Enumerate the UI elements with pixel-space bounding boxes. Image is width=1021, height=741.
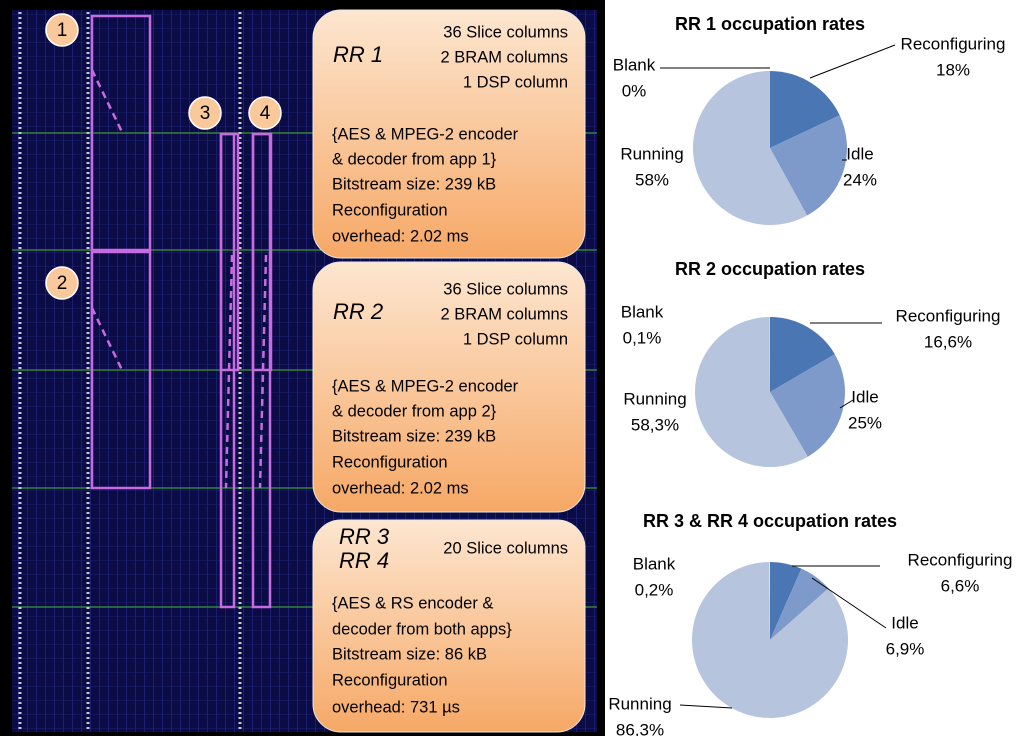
callout-description: Reconfiguration [332,453,448,471]
slice-category: Blank [633,554,676,573]
slice-category: Running [623,389,686,408]
region-number: 3 [200,103,211,124]
slice-category: Running [620,144,683,163]
callout-description: overhead: 2.02 ms [332,227,469,245]
region-number: 1 [57,20,68,41]
slice-value-label: 18% [936,60,970,79]
callout-description: overhead: 2.02 ms [332,479,469,497]
pie-title: RR 2 occupation rates [675,259,865,279]
slice-value-label: 25% [848,413,882,432]
callout-description: {AES & MPEG-2 encoder [332,125,519,143]
callout-resource: 1 DSP column [463,73,568,91]
slice-category: Idle [846,144,873,163]
floorplan: 1 2 3 4 RR 1 36 Slice columns 2 BRAM columns 1… [0,0,605,736]
slice-value-label: 6,6% [941,576,980,595]
slice-category: Idle [851,387,878,406]
callout-description: decoder from both apps} [332,620,512,638]
slice-value-label: 0% [622,81,647,100]
callout-description: Reconfiguration [332,671,448,689]
slice-value-label: 24% [843,170,877,189]
leader-line [680,705,732,708]
region-number: 4 [260,103,271,124]
pie-title: RR 1 occupation rates [675,14,865,34]
slice-category: Reconfiguring [901,34,1006,53]
slice-category: Reconfiguring [908,550,1013,569]
slice-category: Reconfiguring [896,306,1001,325]
callout-description: {AES & RS encoder & [332,594,493,612]
slice-category: Blank [613,55,656,74]
page: {"floorplan": { "regions": ["1", "2", "3… [0,0,1021,741]
slice-value-label: 0,1% [623,328,662,347]
slice-value-label: 58,3% [631,415,679,434]
figure: 1 2 3 4 RR 1 36 Slice columns 2 BRAM columns 1… [0,0,1021,736]
callout-description: Bitstream size: 239 kB [332,175,496,193]
callout-description: overhead: 731 µs [332,698,460,716]
callout-description: & decoder from app 1} [332,150,497,168]
callout-description: & decoder from app 2} [332,402,497,420]
callout-description: {AES & MPEG-2 encoder [332,377,519,395]
slice-value-label: 6,9% [886,639,925,658]
callout-resource: 36 Slice columns [443,280,568,298]
callout-description: Reconfiguration [332,201,448,219]
callout-description: Bitstream size: 239 kB [332,427,496,445]
callout-name: RR 4 [339,548,389,573]
callout-description: Bitstream size: 86 kB [332,645,487,663]
callout-name: RR 1 [333,42,383,67]
slice-category: Blank [621,302,664,321]
slice-value-label: 0,2% [635,580,674,599]
callout-resource: 1 DSP column [463,330,568,348]
slice-category: Running [608,694,671,713]
slice-category: Idle [891,613,918,632]
region-number: 2 [57,273,68,294]
callout-name: RR 2 [333,299,383,324]
callout-resource: 36 Slice columns [443,23,568,41]
slice-value-label: 16,6% [924,332,972,351]
callout-resource: 2 BRAM columns [441,48,568,66]
pie-title: RR 3 & RR 4 occupation rates [643,511,897,531]
callout-resource: 2 BRAM columns [441,305,568,323]
callout-resource: 20 Slice columns [443,539,568,557]
slice-value-label: 58% [635,170,669,189]
callout-name: RR 3 [339,524,390,549]
leader-line [810,45,895,78]
slice-value-label: 86,3% [616,720,664,736]
